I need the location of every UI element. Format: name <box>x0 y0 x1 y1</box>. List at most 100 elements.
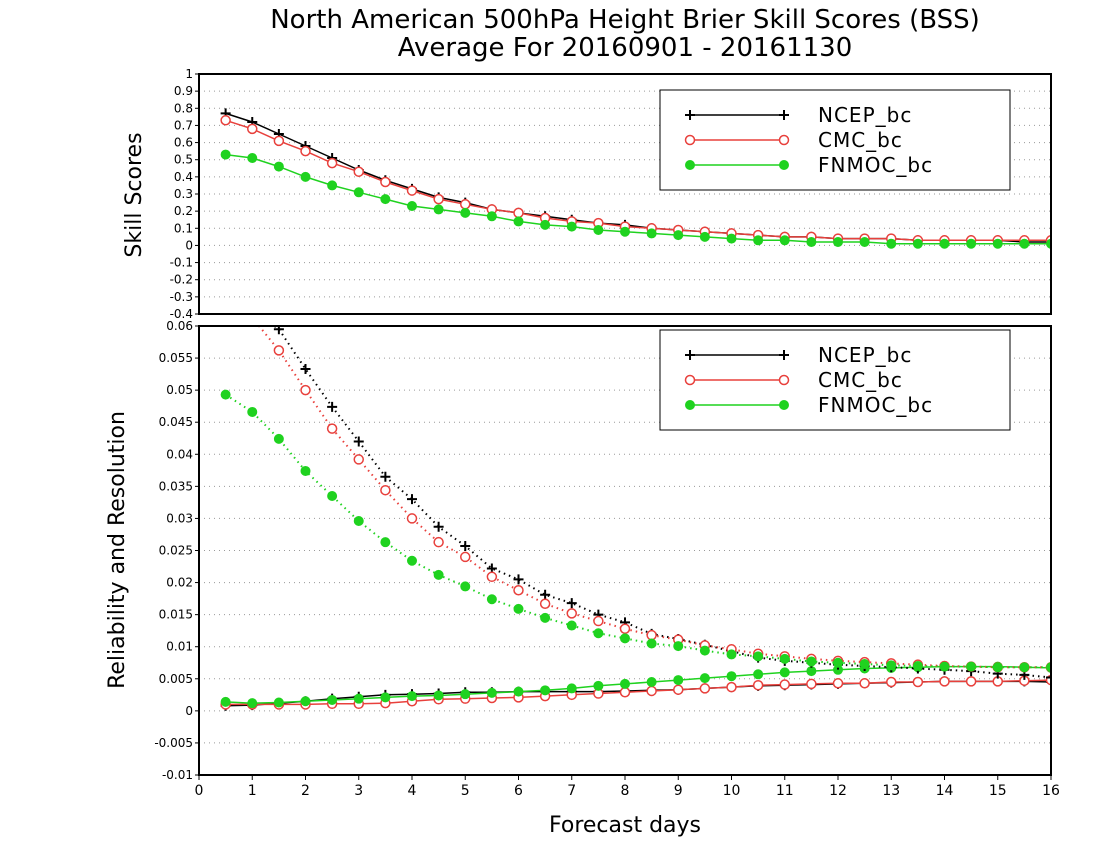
chart-title-line2: Average For 20160901 - 20161130 <box>398 33 853 63</box>
y-tick-label: -0.4 <box>170 307 193 321</box>
series-line <box>225 393 1051 669</box>
x-tick-label: 12 <box>829 783 847 799</box>
data-point <box>380 484 391 496</box>
data-point <box>779 679 790 690</box>
data-point <box>566 221 577 232</box>
y-tick-label: 0.02 <box>166 576 193 590</box>
data-point <box>566 683 577 694</box>
legend-label: FNMOC_bc <box>818 393 933 417</box>
data-point <box>460 689 471 700</box>
data-point <box>619 687 631 698</box>
data-point <box>353 515 364 526</box>
data-point <box>912 660 923 671</box>
data-point <box>806 678 817 690</box>
data-point <box>806 666 817 677</box>
x-tick-label: 8 <box>621 783 630 799</box>
data-point <box>513 216 524 227</box>
data-point <box>221 286 231 296</box>
data-point <box>566 608 577 619</box>
data-point <box>619 623 631 635</box>
x-tick-label: 10 <box>723 783 741 799</box>
y-tick-label: 0 <box>185 238 193 252</box>
data-point <box>965 676 977 687</box>
data-point <box>273 345 285 356</box>
y-tick-label: 0.4 <box>174 170 193 184</box>
x-tick-label: 3 <box>354 783 363 799</box>
y-tick-label: -0.3 <box>170 290 193 304</box>
x-tick-label: 0 <box>195 783 204 799</box>
data-point <box>220 115 231 126</box>
data-point <box>273 433 284 444</box>
data-point <box>726 233 737 244</box>
data-point <box>407 555 417 566</box>
data-point <box>380 537 391 548</box>
y-tick-label: -0.1 <box>170 256 193 270</box>
data-point <box>327 490 338 501</box>
data-point <box>486 687 497 698</box>
data-point <box>220 389 231 400</box>
legend-marker <box>685 400 695 410</box>
data-point <box>460 581 471 592</box>
data-point <box>407 494 417 505</box>
y-tick-label: 0.045 <box>159 415 193 429</box>
y-tick-label: 0.05 <box>166 383 193 397</box>
data-point <box>859 659 870 670</box>
x-axis-label: Forecast days <box>549 813 701 838</box>
data-point <box>699 645 710 656</box>
series-line <box>225 680 1051 707</box>
data-point <box>221 293 230 302</box>
data-point <box>752 679 764 691</box>
legend-marker <box>779 400 789 410</box>
data-point <box>646 228 657 239</box>
data-point <box>273 326 284 335</box>
data-point <box>353 454 364 465</box>
data-point <box>327 180 338 191</box>
data-point <box>353 436 364 447</box>
plot-area <box>220 286 1051 711</box>
data-point <box>939 676 950 687</box>
data-point <box>593 225 604 235</box>
data-point <box>300 696 311 707</box>
data-point <box>273 135 285 147</box>
data-point <box>886 238 897 249</box>
x-tick-label: 7 <box>567 783 576 799</box>
y-tick-label: 0.1 <box>174 221 193 235</box>
y-tick-label: 0.03 <box>166 511 193 525</box>
data-point <box>247 698 258 709</box>
data-point <box>1019 662 1030 673</box>
data-point <box>433 569 444 580</box>
data-point <box>433 536 444 548</box>
y-tick-label: 0.055 <box>159 351 193 365</box>
data-point <box>593 628 604 639</box>
plot-area <box>220 108 1051 249</box>
x-tick-label: 14 <box>936 783 954 799</box>
data-point <box>486 594 497 605</box>
data-point <box>779 235 790 246</box>
data-point <box>380 194 391 205</box>
data-point <box>433 193 444 205</box>
data-point <box>353 187 364 198</box>
data-point <box>806 237 817 247</box>
data-point <box>593 680 604 691</box>
y-tick-label: -0.01 <box>162 768 193 782</box>
data-point <box>513 574 524 585</box>
y-tick-label: 0.035 <box>159 479 193 493</box>
data-point <box>593 615 604 627</box>
legend-marker <box>779 160 789 170</box>
data-point <box>486 211 497 222</box>
data-point <box>939 661 950 672</box>
legend-label: CMC_bc <box>818 368 903 392</box>
data-point <box>273 697 284 708</box>
data-point <box>300 465 311 476</box>
data-point <box>1046 672 1051 683</box>
data-point <box>513 603 524 614</box>
data-point <box>406 185 418 196</box>
data-point <box>699 231 710 242</box>
y-tick-label: 0.8 <box>174 101 193 115</box>
x-tick-label: 9 <box>674 783 683 799</box>
y-tick-label: 0.9 <box>174 84 193 98</box>
data-point <box>513 207 524 219</box>
data-point <box>460 199 471 210</box>
data-point <box>939 238 950 249</box>
x-tick-label: 15 <box>989 783 1007 799</box>
